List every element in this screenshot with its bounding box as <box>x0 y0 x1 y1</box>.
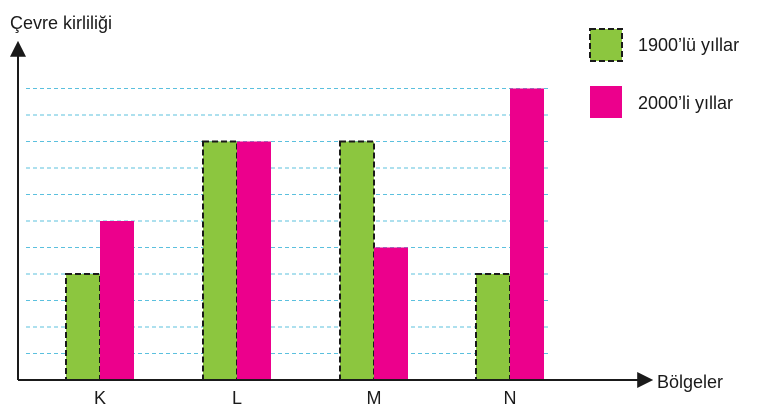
x-tick-label-l: L <box>232 388 242 408</box>
bar-m-1900 <box>339 140 375 381</box>
x-tick-label-k: K <box>94 388 106 408</box>
legend: 1900’lü yıllar 2000’li yıllar <box>589 28 739 118</box>
bar-l-1900 <box>202 140 238 381</box>
bars <box>65 88 544 381</box>
bar-l-2000 <box>237 141 271 380</box>
bar-k-1900 <box>65 273 101 381</box>
x-tick-label-m: M <box>367 388 382 408</box>
bar-k-2000 <box>100 221 134 380</box>
bar-m-2000 <box>374 247 408 380</box>
bar-n-2000 <box>510 88 544 380</box>
bar-n-1900 <box>475 273 511 381</box>
legend-label-1900: 1900’lü yıllar <box>638 35 739 55</box>
x-axis-label: Bölgeler <box>657 372 723 392</box>
x-tick-label-n: N <box>504 388 517 408</box>
y-axis-label: Çevre kirliliği <box>10 13 112 33</box>
legend-swatch-2000 <box>590 86 622 118</box>
x-tick-labels: K L M N <box>94 388 517 408</box>
legend-label-2000: 2000’li yıllar <box>638 93 733 113</box>
legend-swatch-1900 <box>589 28 623 62</box>
